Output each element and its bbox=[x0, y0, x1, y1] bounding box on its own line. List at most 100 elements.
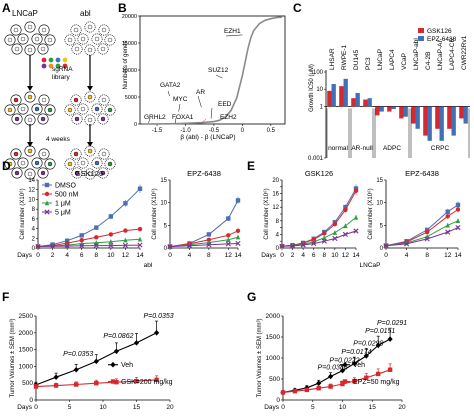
data-point bbox=[53, 374, 59, 380]
cell-nucleus bbox=[73, 97, 79, 103]
arrow-head bbox=[27, 86, 33, 91]
data-point bbox=[445, 222, 450, 228]
cell-nucleus bbox=[87, 171, 93, 177]
gene-annotation-suz12: SUZ12 bbox=[208, 67, 229, 74]
bar-epz6438 bbox=[403, 106, 408, 117]
p-value-annotation: P=0.0386 bbox=[318, 365, 348, 372]
cell-nucleus bbox=[100, 46, 106, 52]
bar-gsk126 bbox=[459, 106, 464, 119]
x-tick-label: 8 bbox=[425, 252, 429, 259]
cell-nucleus bbox=[13, 27, 19, 33]
x-tick-label: 10 bbox=[331, 252, 339, 259]
y-tick-label: 0.001 bbox=[308, 156, 324, 162]
bar-epz6438 bbox=[451, 106, 456, 136]
y-tick-label: 1000 bbox=[19, 363, 34, 370]
data-point bbox=[79, 243, 85, 249]
gene-annotation-eed: EED bbox=[218, 101, 232, 108]
data-point bbox=[424, 236, 430, 242]
data-point bbox=[225, 241, 231, 247]
legend-label: 1 μM bbox=[55, 201, 71, 208]
data-point bbox=[154, 330, 160, 336]
category-label: LAPC4 bbox=[389, 49, 396, 70]
data-point bbox=[424, 227, 430, 233]
cell-nucleus bbox=[41, 151, 47, 157]
panel-letter-b: B bbox=[118, 1, 127, 15]
p-value-annotation: P=0.0353 bbox=[144, 313, 174, 320]
data-point bbox=[94, 225, 99, 230]
cell-nucleus bbox=[34, 160, 40, 166]
x-tick-label: 14 bbox=[136, 252, 144, 259]
panel-letter-a: A bbox=[2, 1, 11, 15]
data-point bbox=[64, 243, 70, 249]
cell-nucleus bbox=[34, 106, 40, 112]
data-point bbox=[122, 242, 129, 248]
y-axis-label: Tumor Volumes ± SEM (mm³) bbox=[10, 318, 16, 397]
legend-marker bbox=[44, 182, 50, 188]
x-tick-label: 10 bbox=[99, 404, 107, 411]
cell-nucleus bbox=[101, 151, 107, 157]
x-tick-label: 4 bbox=[405, 252, 409, 259]
bar-gsk126 bbox=[363, 99, 368, 107]
bar-epz6438 bbox=[331, 84, 336, 107]
legend-label: Veh bbox=[121, 362, 133, 369]
series-line bbox=[282, 369, 391, 393]
x-tick-label: 8 bbox=[322, 252, 326, 259]
bar-epz6438 bbox=[463, 106, 468, 124]
p-value-annotation: P=0.0291 bbox=[377, 320, 407, 327]
y-tick-label: 12 bbox=[272, 205, 279, 211]
data-point bbox=[206, 237, 212, 243]
cell-nucleus bbox=[67, 37, 73, 43]
x-tick-label: 0 bbox=[280, 252, 284, 259]
x-tick-label: 6 bbox=[312, 252, 316, 259]
x-tick-label: 0 bbox=[241, 128, 245, 134]
y-tick-label: 2500 bbox=[19, 313, 34, 320]
panel-g: G Tumor Volumes ± SEM (mm³) 0 500 1000 1500 2… bbox=[247, 290, 407, 411]
cumulative-curve bbox=[142, 16, 283, 125]
data-point bbox=[353, 188, 359, 194]
bar-gsk126 bbox=[435, 106, 440, 129]
data-point bbox=[364, 375, 369, 380]
bar-epz6438 bbox=[439, 106, 444, 141]
y-axis-label: Cell number (X10⁶) bbox=[367, 188, 374, 239]
x-tick-label: 14 bbox=[234, 252, 242, 259]
p-value-annotation: P=0.0222 bbox=[329, 358, 359, 365]
library-dot bbox=[55, 63, 61, 69]
panel-letter-d: D bbox=[2, 159, 11, 173]
data-point bbox=[206, 232, 212, 237]
x-tick-label: 12 bbox=[342, 252, 350, 259]
data-point bbox=[311, 240, 317, 247]
x-tick-label: 10 bbox=[339, 404, 347, 411]
data-point bbox=[73, 366, 79, 373]
gene-annotation-gata2: GATA2 bbox=[160, 82, 181, 89]
time-label: 4 weeks bbox=[46, 136, 71, 143]
bar-gsk126 bbox=[327, 90, 332, 107]
legend-label: 500 nM bbox=[55, 192, 79, 199]
x-tick-label: 14 bbox=[352, 252, 360, 259]
data-point bbox=[235, 234, 241, 240]
cell-nucleus bbox=[40, 46, 46, 52]
category-label: RWPE-1 bbox=[341, 44, 348, 70]
cell-cluster-selected-lncap bbox=[4, 145, 56, 180]
data-point bbox=[123, 237, 128, 243]
y-tick-label: 14 bbox=[28, 178, 35, 184]
data-point bbox=[33, 384, 39, 389]
x-tick-label: 4 bbox=[65, 252, 69, 259]
category-label: PC3 bbox=[365, 57, 372, 70]
data-point bbox=[279, 243, 285, 249]
y-axis-label: Tumor Volumes ± SEM (mm³) bbox=[257, 318, 263, 397]
data-point bbox=[292, 388, 298, 394]
data-point bbox=[322, 231, 327, 236]
legend-marker bbox=[110, 361, 116, 368]
data-point bbox=[49, 243, 56, 249]
annotation-leader bbox=[210, 107, 213, 119]
legend-label: EPZ=50 mg/kg bbox=[353, 379, 400, 386]
p-value-annotation: P=0.0862 bbox=[103, 333, 133, 340]
cell-nucleus bbox=[14, 46, 20, 52]
category-label: LHSAR bbox=[329, 48, 336, 70]
data-point bbox=[137, 242, 143, 248]
cell-nucleus bbox=[40, 116, 46, 122]
data-point bbox=[403, 241, 410, 247]
data-point bbox=[133, 340, 140, 346]
gene-annotation-foxa1: FOXA1 bbox=[172, 114, 194, 121]
bar-gsk126 bbox=[411, 106, 416, 124]
